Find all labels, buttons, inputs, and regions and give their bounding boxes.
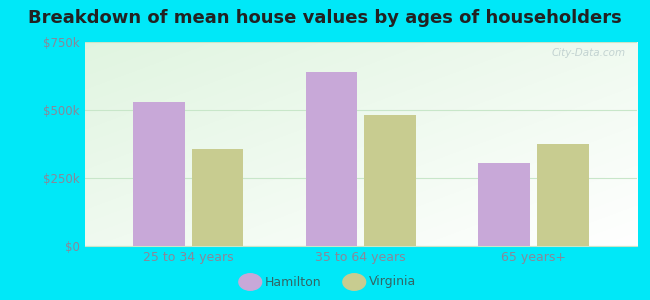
Text: Hamilton: Hamilton [265, 275, 322, 289]
Bar [478, 163, 530, 246]
Bar [306, 72, 358, 246]
Text: Virginia: Virginia [369, 275, 417, 289]
Text: Breakdown of mean house values by ages of householders: Breakdown of mean house values by ages o… [28, 9, 622, 27]
Bar [192, 149, 243, 246]
Text: City-Data.com: City-Data.com [552, 48, 626, 58]
Bar [133, 102, 185, 246]
Bar [364, 116, 416, 246]
Bar [537, 144, 589, 246]
